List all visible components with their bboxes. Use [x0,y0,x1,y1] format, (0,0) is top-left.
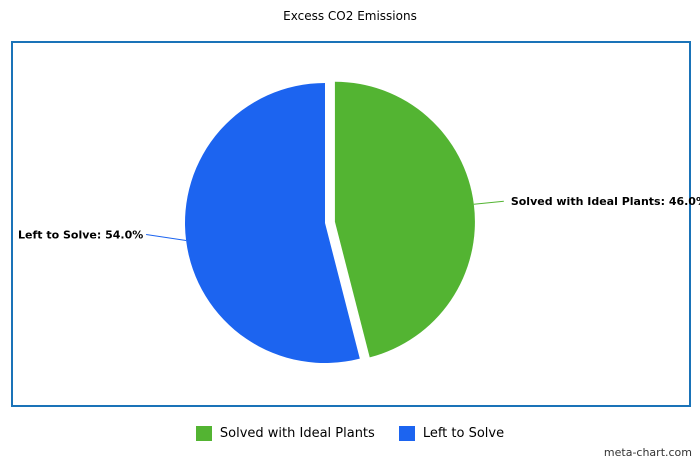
plot-area-frame [11,41,691,407]
pie-slice-solved[interactable] [334,81,475,358]
watermark: meta-chart.com [603,446,692,459]
leader-line [473,200,504,205]
chart-title: Excess CO2 Emissions [283,9,417,23]
pie-slice-left[interactable] [185,83,360,363]
slice-label-left: Left to Solve: 54.0% [18,229,143,242]
legend-item-solved[interactable]: Solved with Ideal Plants [195,426,375,441]
legend-swatch-solved [195,426,212,441]
slice-label-solved: Solved with Ideal Plants: 46.0% [511,195,700,208]
legend-label-left: Left to Solve [422,426,505,441]
legend-label-solved: Solved with Ideal Plants [219,426,375,441]
legend-item-left[interactable]: Left to Solve [398,426,505,441]
legend-swatch-left [398,426,415,441]
legend: Solved with Ideal Plants Left to Solve [0,426,700,441]
leader-line [146,234,187,242]
